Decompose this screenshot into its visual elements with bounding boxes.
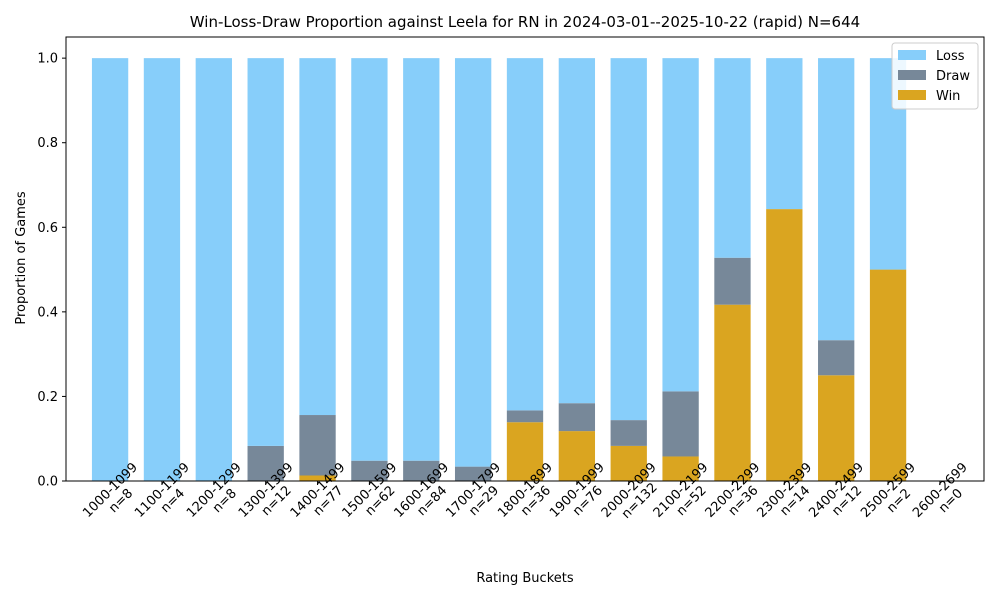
legend-label-draw: Draw [936,69,970,84]
bar-draw-2400-2499 [818,340,855,376]
bar-draw-1900-1999 [558,403,596,432]
bar-draw-2000-2099 [610,420,647,446]
y-tick-label: 0.2 [37,390,58,405]
bar-win-2000-2099 [610,445,647,481]
bar-loss-1500-1599 [351,58,388,461]
legend-swatch-draw [898,70,926,80]
y-tick-label: 0.4 [37,305,58,320]
bar-win-1400-1499 [299,475,336,481]
bar-loss-2400-2499 [818,58,855,341]
legend: Loss Draw Win [891,42,979,110]
bar-draw-1300-1399 [247,445,284,481]
bar-draw-1600-1699 [403,460,440,481]
bar-loss-2300-2399 [766,58,803,210]
bar-win-1800-1899 [506,422,544,481]
bar-win-2200-2299 [714,304,751,481]
bar-loss-1800-1899 [506,58,544,411]
y-axis-label: Proportion of Games [14,191,29,325]
x-tick-label: 2600-2699 [910,460,971,521]
bar-loss-1700-1799 [454,58,492,467]
bar-loss-1900-1999 [558,58,596,404]
bar-win-1900-1999 [558,431,596,481]
y-tick-label: 0.0 [37,475,58,490]
bar-win-2500-2599 [869,269,907,481]
legend-swatch-loss [898,50,926,60]
bar-draw-1500-1599 [351,460,388,481]
bar-loss-1400-1499 [299,58,336,416]
y-tick-label: 1.0 [37,52,58,67]
bar-loss-1200-1299 [195,58,232,481]
bar-loss-1100-1199 [143,58,181,481]
bar-draw-1700-1799 [454,466,492,481]
bar-draw-1400-1499 [299,415,336,476]
bar-loss-1300-1399 [247,58,284,446]
bar-loss-1000-1099 [91,58,129,481]
bar-win-2400-2499 [818,375,855,481]
bar-win-2100-2199 [662,456,699,481]
bars-group [91,58,907,481]
bar-loss-2100-2199 [662,58,699,392]
bar-loss-2200-2299 [714,58,751,258]
y-tick-label: 0.8 [37,136,58,151]
bar-win-2300-2399 [766,209,803,481]
y-tick-label: 0.6 [37,221,58,236]
x-axis-label: Rating Buckets [476,571,574,586]
bar-draw-2100-2199 [662,391,699,457]
chart-title: Win-Loss-Draw Proportion against Leela f… [190,13,860,31]
legend-swatch-win [898,90,926,100]
bar-loss-2000-2099 [610,58,647,421]
bar-draw-2200-2299 [714,257,751,305]
bar-loss-1600-1699 [403,58,440,461]
legend-label-loss: Loss [936,49,965,64]
legend-label-win: Win [936,89,960,104]
bar-draw-1800-1899 [506,410,544,423]
